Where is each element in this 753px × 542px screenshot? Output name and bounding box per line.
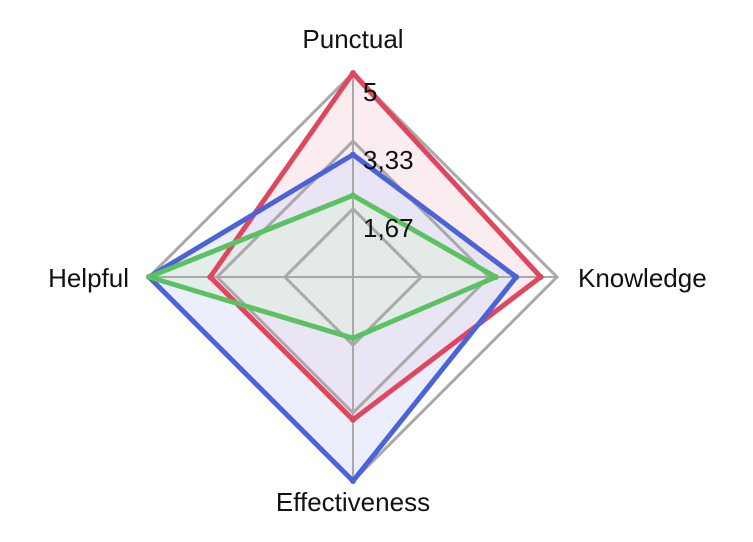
series-0-point-1 (537, 274, 544, 280)
tick-label: 5 (363, 77, 377, 107)
series-lines (146, 70, 544, 484)
axis-label-effectiveness: Effectiveness (276, 487, 430, 517)
series-0-point-2 (350, 416, 356, 423)
series-2-point-2 (350, 335, 356, 342)
series-2-point-3 (146, 274, 152, 280)
series-2-point-1 (492, 274, 499, 280)
series-2-point-0 (350, 192, 356, 199)
series-0-point-0 (350, 70, 356, 76)
axis-label-punctual: Punctual (302, 24, 403, 54)
series-1-point-0 (350, 151, 356, 158)
tick-label: 3,33 (363, 145, 414, 175)
series-1-point-2 (350, 478, 356, 484)
series-1-point-1 (513, 274, 520, 280)
tick-label: 1,67 (363, 213, 414, 243)
tick-labels: 1,67 3,33 5 (363, 77, 414, 243)
series-0-point-3 (207, 274, 214, 280)
axis-label-helpful: Helpful (48, 263, 129, 293)
axis-label-knowledge: Knowledge (578, 263, 707, 293)
